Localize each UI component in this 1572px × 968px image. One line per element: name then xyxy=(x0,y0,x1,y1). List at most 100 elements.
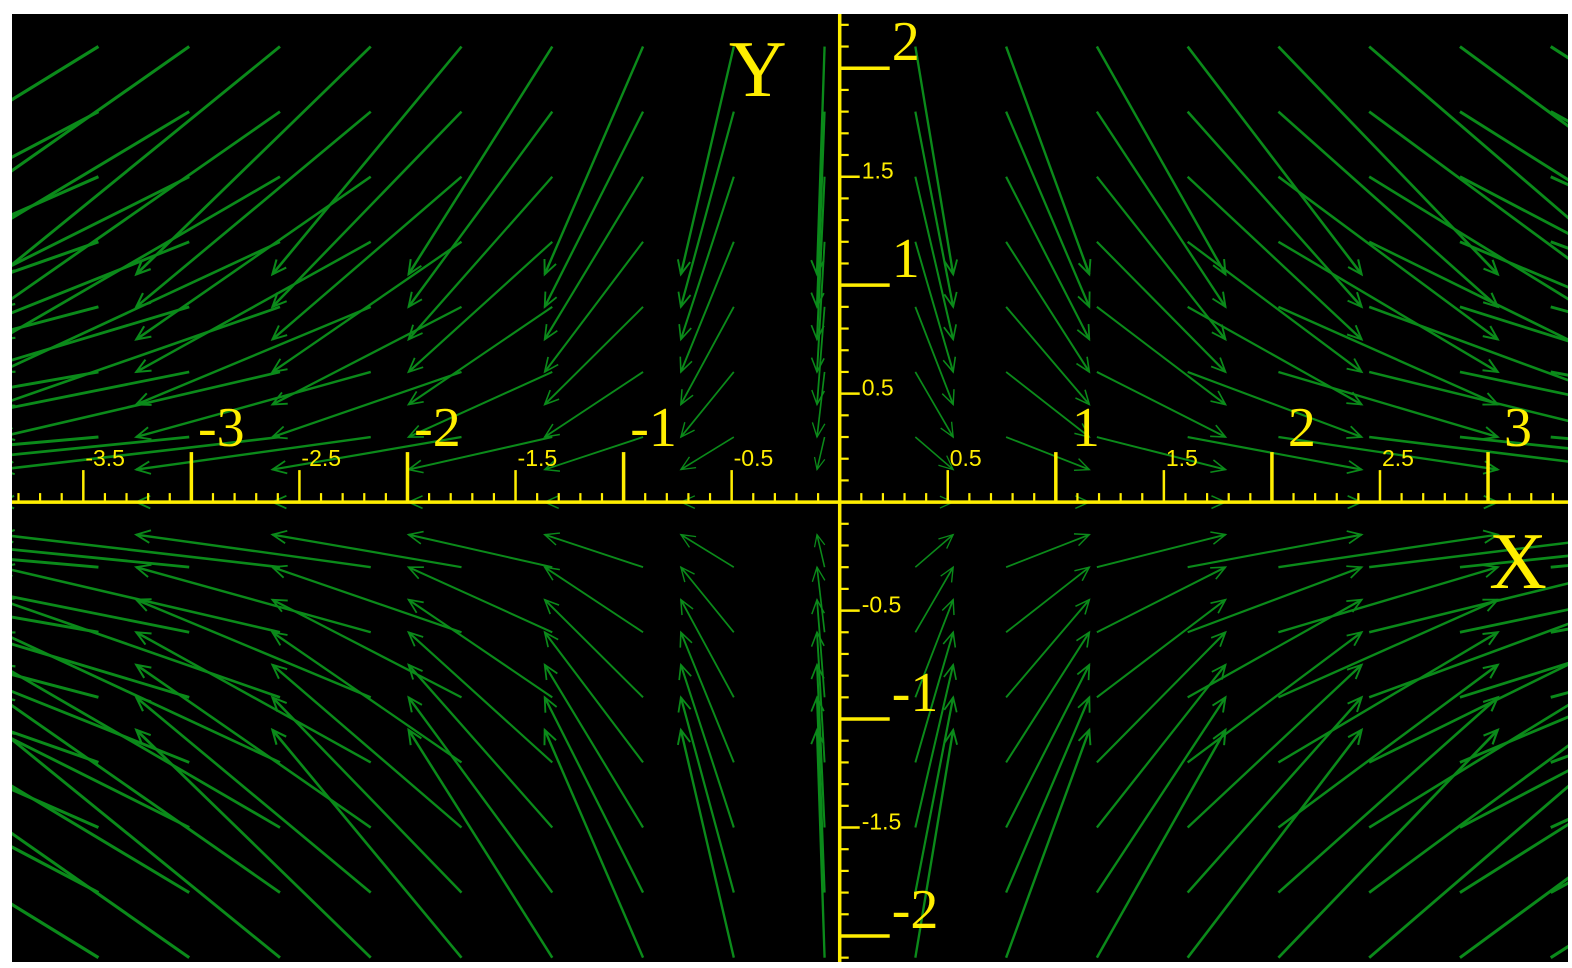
field-arrow xyxy=(1369,541,1568,569)
field-arrow xyxy=(679,306,735,407)
field-arrow xyxy=(1005,598,1091,698)
field-arrow xyxy=(543,630,644,764)
field-arrow xyxy=(678,662,735,828)
vector-field-plot: -3 -2 -1 1 2 3 -3.5 -2.5 -1.5 -0.5 0.5 1.5 2.5 2 1 -1 -2… xyxy=(12,14,1568,962)
field-arrow xyxy=(810,695,826,893)
field-arrow xyxy=(134,45,372,277)
field-arrow xyxy=(1095,663,1227,829)
field-arrow xyxy=(914,46,958,277)
field-arrow xyxy=(1459,45,1568,128)
field-arrow xyxy=(810,727,826,958)
field-arrow xyxy=(810,46,826,277)
field-arrow xyxy=(270,598,463,699)
field-arrow xyxy=(12,698,281,894)
field-arrow xyxy=(1277,110,1500,309)
field-arrow xyxy=(12,110,281,306)
field-arrow xyxy=(12,370,190,409)
field-arrow xyxy=(407,110,554,309)
field-arrow xyxy=(1005,176,1091,342)
field-arrow xyxy=(1459,608,1568,634)
field-arrow xyxy=(543,598,644,699)
field-arrow xyxy=(1459,240,1568,289)
field-arrow xyxy=(1096,371,1228,438)
field-arrow xyxy=(1096,566,1228,634)
field-arrow xyxy=(914,111,958,309)
field-arrow xyxy=(1187,565,1364,634)
field-arrow xyxy=(1368,175,1568,301)
field-arrow xyxy=(12,175,281,340)
field-arrow xyxy=(1459,110,1568,182)
field-arrow xyxy=(12,305,99,332)
field-arrow xyxy=(12,305,190,362)
field-arrow xyxy=(679,598,735,698)
field-arrow xyxy=(679,436,735,471)
field-arrow xyxy=(270,370,462,440)
field-arrow xyxy=(677,111,735,309)
field-arrow xyxy=(1005,371,1091,439)
field-arrow xyxy=(914,533,955,568)
field-arrow xyxy=(270,435,462,475)
field-arrow xyxy=(811,565,826,633)
field-arrow xyxy=(1368,110,1568,260)
field-arrow xyxy=(1550,435,1568,441)
x-minor-tick-label: -0.5 xyxy=(734,445,774,471)
y-axis-title: Y xyxy=(729,26,787,114)
field-arrow xyxy=(679,241,735,374)
field-arrow xyxy=(914,565,955,633)
y-major-tick-label: 1 xyxy=(892,228,920,290)
field-arrow xyxy=(12,45,191,173)
field-arrow xyxy=(1277,240,1500,374)
y-minor-tick-label: 1.5 xyxy=(862,158,894,184)
field-arrow xyxy=(1096,306,1228,406)
field-arrow xyxy=(1459,661,1568,699)
field-arrow xyxy=(1368,582,1568,634)
field-arrow xyxy=(12,831,191,959)
field-arrow xyxy=(1004,727,1092,959)
field-arrow xyxy=(1186,45,1364,277)
field-arrow xyxy=(1186,240,1364,374)
field-arrow xyxy=(270,529,462,569)
field-arrow xyxy=(543,306,644,406)
field-arrow xyxy=(1368,663,1568,764)
field-arrow xyxy=(270,564,462,634)
field-arrow xyxy=(1368,784,1568,959)
field-arrow xyxy=(1368,240,1568,341)
field-arrow xyxy=(1186,175,1364,341)
field-arrow xyxy=(914,630,957,763)
field-arrow xyxy=(134,240,372,374)
field-arrow xyxy=(407,695,554,894)
field-arrow xyxy=(813,533,826,568)
field-arrow xyxy=(1278,370,1500,441)
field-arrow xyxy=(12,642,190,699)
x-minor-tick-label: 2.5 xyxy=(1382,445,1414,471)
field-arrow xyxy=(407,175,554,342)
field-arrow xyxy=(1277,175,1500,341)
x-major-tick-label: 1 xyxy=(1072,397,1100,459)
field-arrow xyxy=(133,529,371,569)
field-arrow xyxy=(12,548,190,569)
field-arrow xyxy=(12,435,190,457)
field-arrow xyxy=(1368,305,1568,382)
field-arrow xyxy=(543,436,644,472)
field-arrow xyxy=(1277,631,1500,764)
field-arrow xyxy=(543,566,644,634)
field-arrow xyxy=(12,175,190,267)
field-arrow xyxy=(1549,45,1568,60)
field-arrow xyxy=(1004,46,1092,277)
field-arrow xyxy=(1095,175,1227,342)
field-arrow xyxy=(914,436,955,471)
field-arrow xyxy=(679,371,735,439)
x-major-tick-label: 3 xyxy=(1504,397,1532,459)
field-arrow xyxy=(1005,662,1091,828)
field-arrow xyxy=(1005,306,1091,406)
field-arrow xyxy=(406,530,553,569)
field-arrow xyxy=(1277,598,1500,699)
field-arrow xyxy=(1278,529,1501,569)
field-arrow xyxy=(406,566,553,634)
field-arrow xyxy=(543,662,644,829)
field-arrow xyxy=(1277,663,1500,829)
field-arrow xyxy=(134,631,372,764)
field-arrow xyxy=(12,737,190,829)
field-arrow xyxy=(1368,622,1568,699)
field-arrow xyxy=(270,305,463,406)
